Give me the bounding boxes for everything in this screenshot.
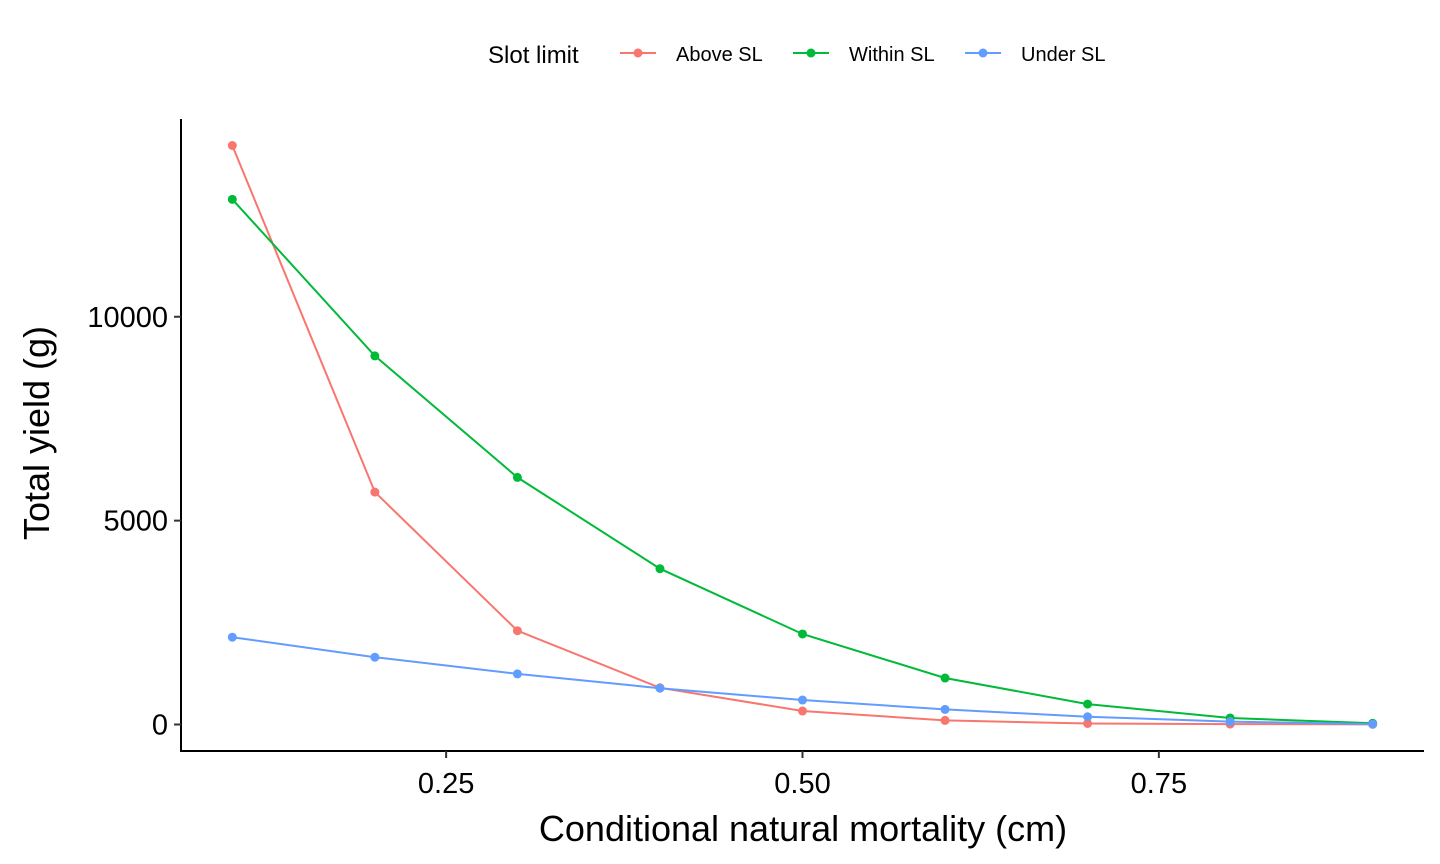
data-point-under-sl	[940, 704, 950, 714]
y-tick-label: 10000	[87, 302, 168, 334]
legend: Slot limit Above SL Within SL Under SL	[488, 42, 1106, 69]
legend-key-point	[806, 48, 816, 58]
data-point-under-sl	[512, 669, 522, 679]
data-point-within-sl	[370, 351, 380, 361]
data-point-above-sl	[370, 487, 380, 497]
data-point-under-sl	[1368, 719, 1378, 729]
y-axis-ticks: 0 5000 10000	[87, 302, 181, 741]
x-axis-ticks: 0.25 0.50 0.75	[418, 751, 1187, 800]
y-tick-label: 5000	[103, 506, 168, 538]
y-axis-title: Total yield (g)	[16, 326, 57, 540]
legend-key-point	[633, 48, 643, 58]
legend-title: Slot limit	[488, 42, 579, 69]
legend-key-point	[978, 48, 988, 58]
data-point-under-sl	[1083, 712, 1093, 722]
data-point-under-sl	[798, 695, 807, 705]
y-tick-label: 0	[152, 709, 168, 741]
legend-item-under-sl: Under SL	[965, 44, 1106, 66]
legend-label: Under SL	[1021, 44, 1106, 66]
data-point-within-sl	[227, 194, 237, 204]
x-tick-label: 0.75	[1131, 768, 1187, 800]
data-point-within-sl	[512, 472, 522, 482]
data-point-within-sl	[655, 564, 665, 574]
x-axis-title: Conditional natural mortality (cm)	[539, 808, 1067, 849]
data-point-within-sl	[798, 629, 807, 639]
data-point-above-sl	[940, 715, 950, 725]
data-point-under-sl	[1225, 717, 1235, 727]
data-point-within-sl	[940, 673, 950, 683]
data-point-above-sl	[1083, 718, 1093, 728]
data-point-under-sl	[227, 632, 237, 642]
series-line-within-sl	[231, 198, 1373, 725]
data-point-above-sl	[227, 141, 237, 151]
data-point-under-sl	[370, 652, 380, 662]
legend-label: Above SL	[676, 44, 763, 66]
legend-label: Within SL	[849, 44, 935, 66]
data-point-above-sl	[798, 706, 807, 716]
data-point-above-sl	[512, 626, 522, 636]
series-points	[227, 141, 1378, 729]
legend-item-within-sl: Within SL	[793, 44, 935, 66]
x-tick-label: 0.25	[418, 768, 474, 800]
data-point-under-sl	[655, 683, 665, 693]
data-point-within-sl	[1083, 699, 1093, 709]
x-tick-label: 0.50	[774, 768, 830, 800]
legend-item-above-sl: Above SL	[620, 44, 763, 66]
